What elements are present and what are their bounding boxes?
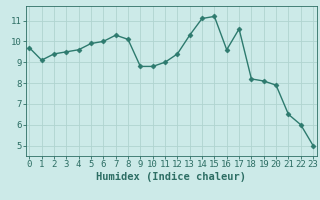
X-axis label: Humidex (Indice chaleur): Humidex (Indice chaleur)	[96, 172, 246, 182]
